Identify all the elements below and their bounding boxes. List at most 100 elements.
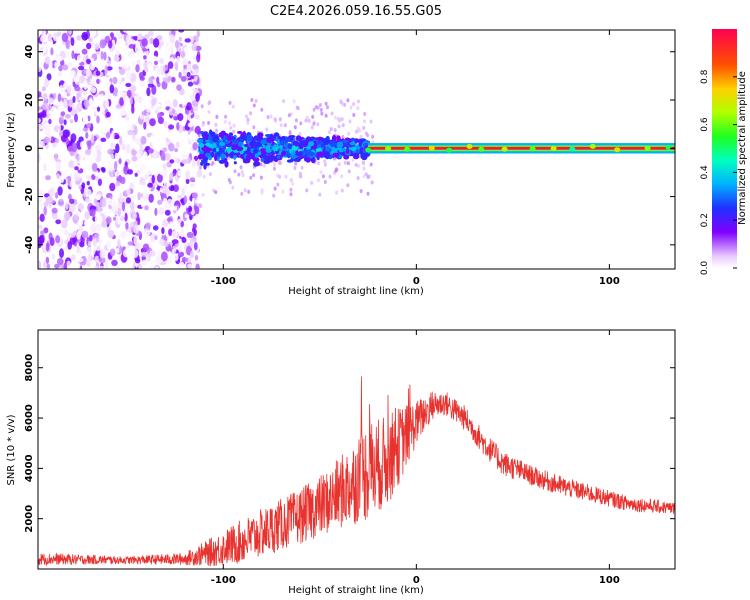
spectrogram-cell	[308, 151, 315, 157]
spectrogram-cell	[185, 257, 188, 262]
spectrogram-cell	[362, 161, 366, 166]
spectrogram-cell	[66, 260, 71, 267]
spectrogram-cell	[106, 66, 113, 71]
snr-y-tick-label: 4000	[24, 454, 35, 482]
spectrogram-cell	[246, 134, 253, 142]
spectrogram-cell	[64, 114, 71, 119]
spectrogram-cell	[169, 172, 174, 181]
spectrogram-cell	[163, 132, 168, 138]
spectrogram-cell	[158, 124, 165, 129]
spectrogram-cell	[371, 134, 375, 139]
snr-y-label: SNR (10 * v/v)	[6, 414, 17, 485]
spectrogram-cell	[305, 158, 311, 163]
spectrogram-cell	[203, 163, 207, 170]
spectrogram-cell	[76, 257, 84, 263]
spectrogram-cell	[38, 234, 45, 245]
spectrogram-cell	[154, 235, 158, 241]
spectrogram-cell	[273, 144, 277, 148]
spectrogram-cell	[90, 223, 97, 233]
spectrogram-cell	[195, 263, 200, 269]
spectrogram-cell	[107, 148, 114, 155]
spectrogram-cell	[166, 217, 173, 222]
spectrogram-cell	[197, 118, 203, 123]
spectrogram-cell	[53, 223, 59, 228]
spectrogram-cell	[114, 170, 120, 177]
spectrogram-cell	[131, 104, 135, 114]
spectrogram-cell	[295, 105, 299, 110]
spectrogram-cell	[78, 65, 85, 71]
spectrogram-cell	[74, 113, 78, 123]
spectrogram-cell	[174, 40, 180, 49]
spectrogram-cell	[157, 116, 164, 124]
spectrogram-cell	[87, 240, 92, 247]
spectrogram-cell	[278, 117, 282, 122]
spectrogram-cell	[99, 39, 106, 49]
spectrogram-cell	[135, 138, 142, 145]
spectrogram-cell	[115, 143, 120, 154]
spectrogram-cell	[249, 175, 253, 180]
spectrogram-cell	[121, 77, 125, 82]
spectrogram-cell	[166, 198, 174, 208]
spectrogram-cell	[164, 99, 171, 105]
spectrogram-cell	[208, 172, 212, 177]
spectrogram-cell	[359, 189, 363, 194]
spectrogram-cell	[230, 136, 236, 140]
spectrogram-cell	[90, 64, 95, 71]
spectrogram-cell	[73, 172, 81, 182]
spectrogram-cell	[323, 159, 327, 164]
spectrogram-cell	[245, 154, 253, 160]
spectrogram-cell	[141, 259, 148, 267]
spectrogram-cell	[227, 178, 231, 182]
spectrogram-cell	[177, 64, 184, 72]
spectrogram-cell	[96, 115, 100, 124]
spectrogram-cell	[363, 119, 366, 124]
spectrogram-cell	[156, 230, 161, 239]
spectrogram-cell	[164, 152, 171, 161]
spectrogram-cell	[260, 190, 264, 195]
spectrogram-cell	[144, 34, 150, 40]
spectrogram-cell	[289, 192, 293, 197]
spectrogram-cell	[178, 71, 182, 79]
spectrogram-cell	[180, 220, 185, 228]
spectrogram-cell	[59, 84, 64, 94]
snr-y-axis: 2000 4000 6000 8000	[24, 354, 675, 533]
spectrogram-cell	[67, 62, 73, 68]
spectrogram-cell	[59, 228, 64, 236]
spectrogram-cell	[177, 113, 184, 122]
spectrogram-cell	[167, 76, 172, 81]
snr-plot-area	[38, 376, 675, 567]
colorbar-gradient	[712, 29, 737, 268]
spectrogram-cell	[207, 121, 211, 125]
spectrogram-x-label: Height of straight line (km)	[288, 286, 424, 297]
spectrogram-cell	[125, 197, 132, 204]
spectrogram-cell	[273, 162, 277, 167]
spectrogram-cell	[134, 172, 138, 177]
spectrogram-cell	[166, 182, 172, 187]
spectrogram-cell	[340, 188, 344, 193]
spectrogram-cell	[245, 114, 248, 119]
spectrogram-cell	[186, 86, 193, 97]
spectrogram-cell	[194, 114, 200, 120]
spectrogram-cell	[239, 165, 243, 170]
spectrogram-cell	[264, 134, 272, 137]
spectrogram-y-tick-label: 20	[24, 93, 35, 107]
spectrogram-cell	[122, 30, 130, 33]
spectrogram-cell	[198, 84, 202, 89]
spectrogram-cell	[119, 97, 124, 106]
spectrogram-cell	[312, 121, 316, 126]
spectrogram-cell	[178, 30, 185, 33]
spectrogram-cell	[61, 219, 68, 229]
spectrogram-cell	[305, 136, 311, 143]
spectrogram-cell	[340, 174, 344, 179]
spectrogram-cell	[178, 244, 182, 253]
spectrogram-cell	[177, 170, 182, 177]
spectrogram-cell	[127, 129, 134, 136]
snr-series-line	[38, 376, 675, 567]
spectrogram-cell	[192, 64, 199, 70]
spectrogram-cell	[95, 223, 102, 231]
spectrogram-cell	[358, 128, 361, 133]
spectrogram-cell	[56, 55, 63, 62]
snr-x-label: Height of straight line (km)	[288, 585, 424, 596]
spectrogram-cell	[62, 98, 68, 109]
spectrogram-cell	[181, 159, 188, 164]
